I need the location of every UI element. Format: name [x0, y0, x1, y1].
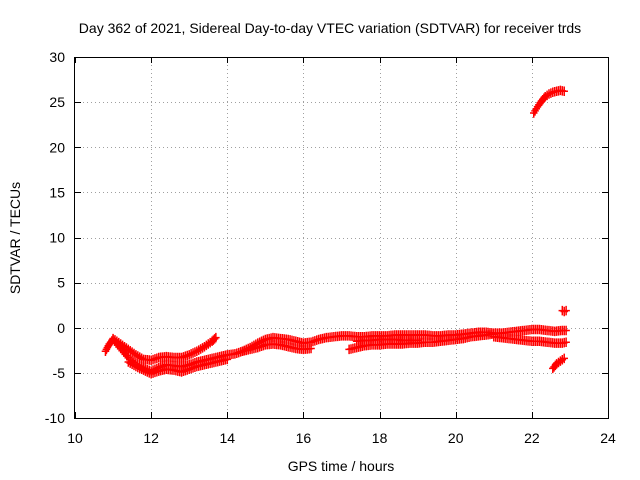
data-point-marker	[562, 305, 570, 316]
y-axis-label: SDTVAR / TECUs	[7, 182, 23, 294]
data-point-marker	[212, 332, 220, 343]
y-tick-label: -5	[53, 365, 66, 381]
series-late-segment-high	[530, 85, 568, 118]
data-point-marker	[560, 353, 568, 364]
data-point-marker	[223, 354, 232, 365]
x-tick-label: 16	[296, 430, 312, 446]
y-tick-label: 0	[57, 320, 65, 336]
chart-title: Day 362 of 2021, Sidereal Day-to-day VTE…	[79, 20, 581, 36]
plot-frame	[74, 57, 609, 419]
series-upper-arc-11-14h	[109, 332, 220, 365]
y-tick-label: 20	[49, 139, 65, 155]
x-axis-label: GPS time / hours	[288, 458, 395, 474]
y-tick-label: 10	[49, 230, 65, 246]
data-point-marker	[307, 343, 315, 354]
series-late-isolated	[558, 305, 570, 317]
series-end-branch-21-23h	[490, 332, 570, 348]
x-tick-label: 10	[67, 430, 83, 446]
data-point-marker	[560, 86, 568, 97]
series-lower-band-11-14h	[124, 354, 232, 379]
x-tick-label: 20	[448, 430, 464, 446]
data-point-marker	[562, 337, 570, 347]
x-tick-label: 18	[372, 430, 388, 446]
series-middle-branch-17-19h	[352, 334, 422, 347]
grid-layer	[75, 57, 608, 418]
y-tick-label: 30	[49, 49, 65, 65]
tick-layer: 10 12 14 16 18 20 22 24 -10 -5 0 5 10 15 20 25 30	[45, 49, 616, 446]
x-tick-label: 14	[219, 430, 235, 446]
y-tick-label: 5	[57, 275, 65, 291]
data-point-marker	[562, 325, 570, 336]
y-tick-label: -10	[45, 410, 65, 426]
data-points-layer	[101, 85, 570, 379]
y-tick-label: 25	[49, 94, 65, 110]
y-tick-label: 15	[49, 184, 65, 200]
series-late-segment-low	[549, 353, 568, 374]
series-branch-14-16h	[238, 339, 315, 356]
x-tick-label: 24	[600, 430, 616, 446]
data-point-marker	[413, 335, 422, 346]
x-tick-label: 22	[524, 430, 540, 446]
x-tick-label: 12	[143, 430, 159, 446]
